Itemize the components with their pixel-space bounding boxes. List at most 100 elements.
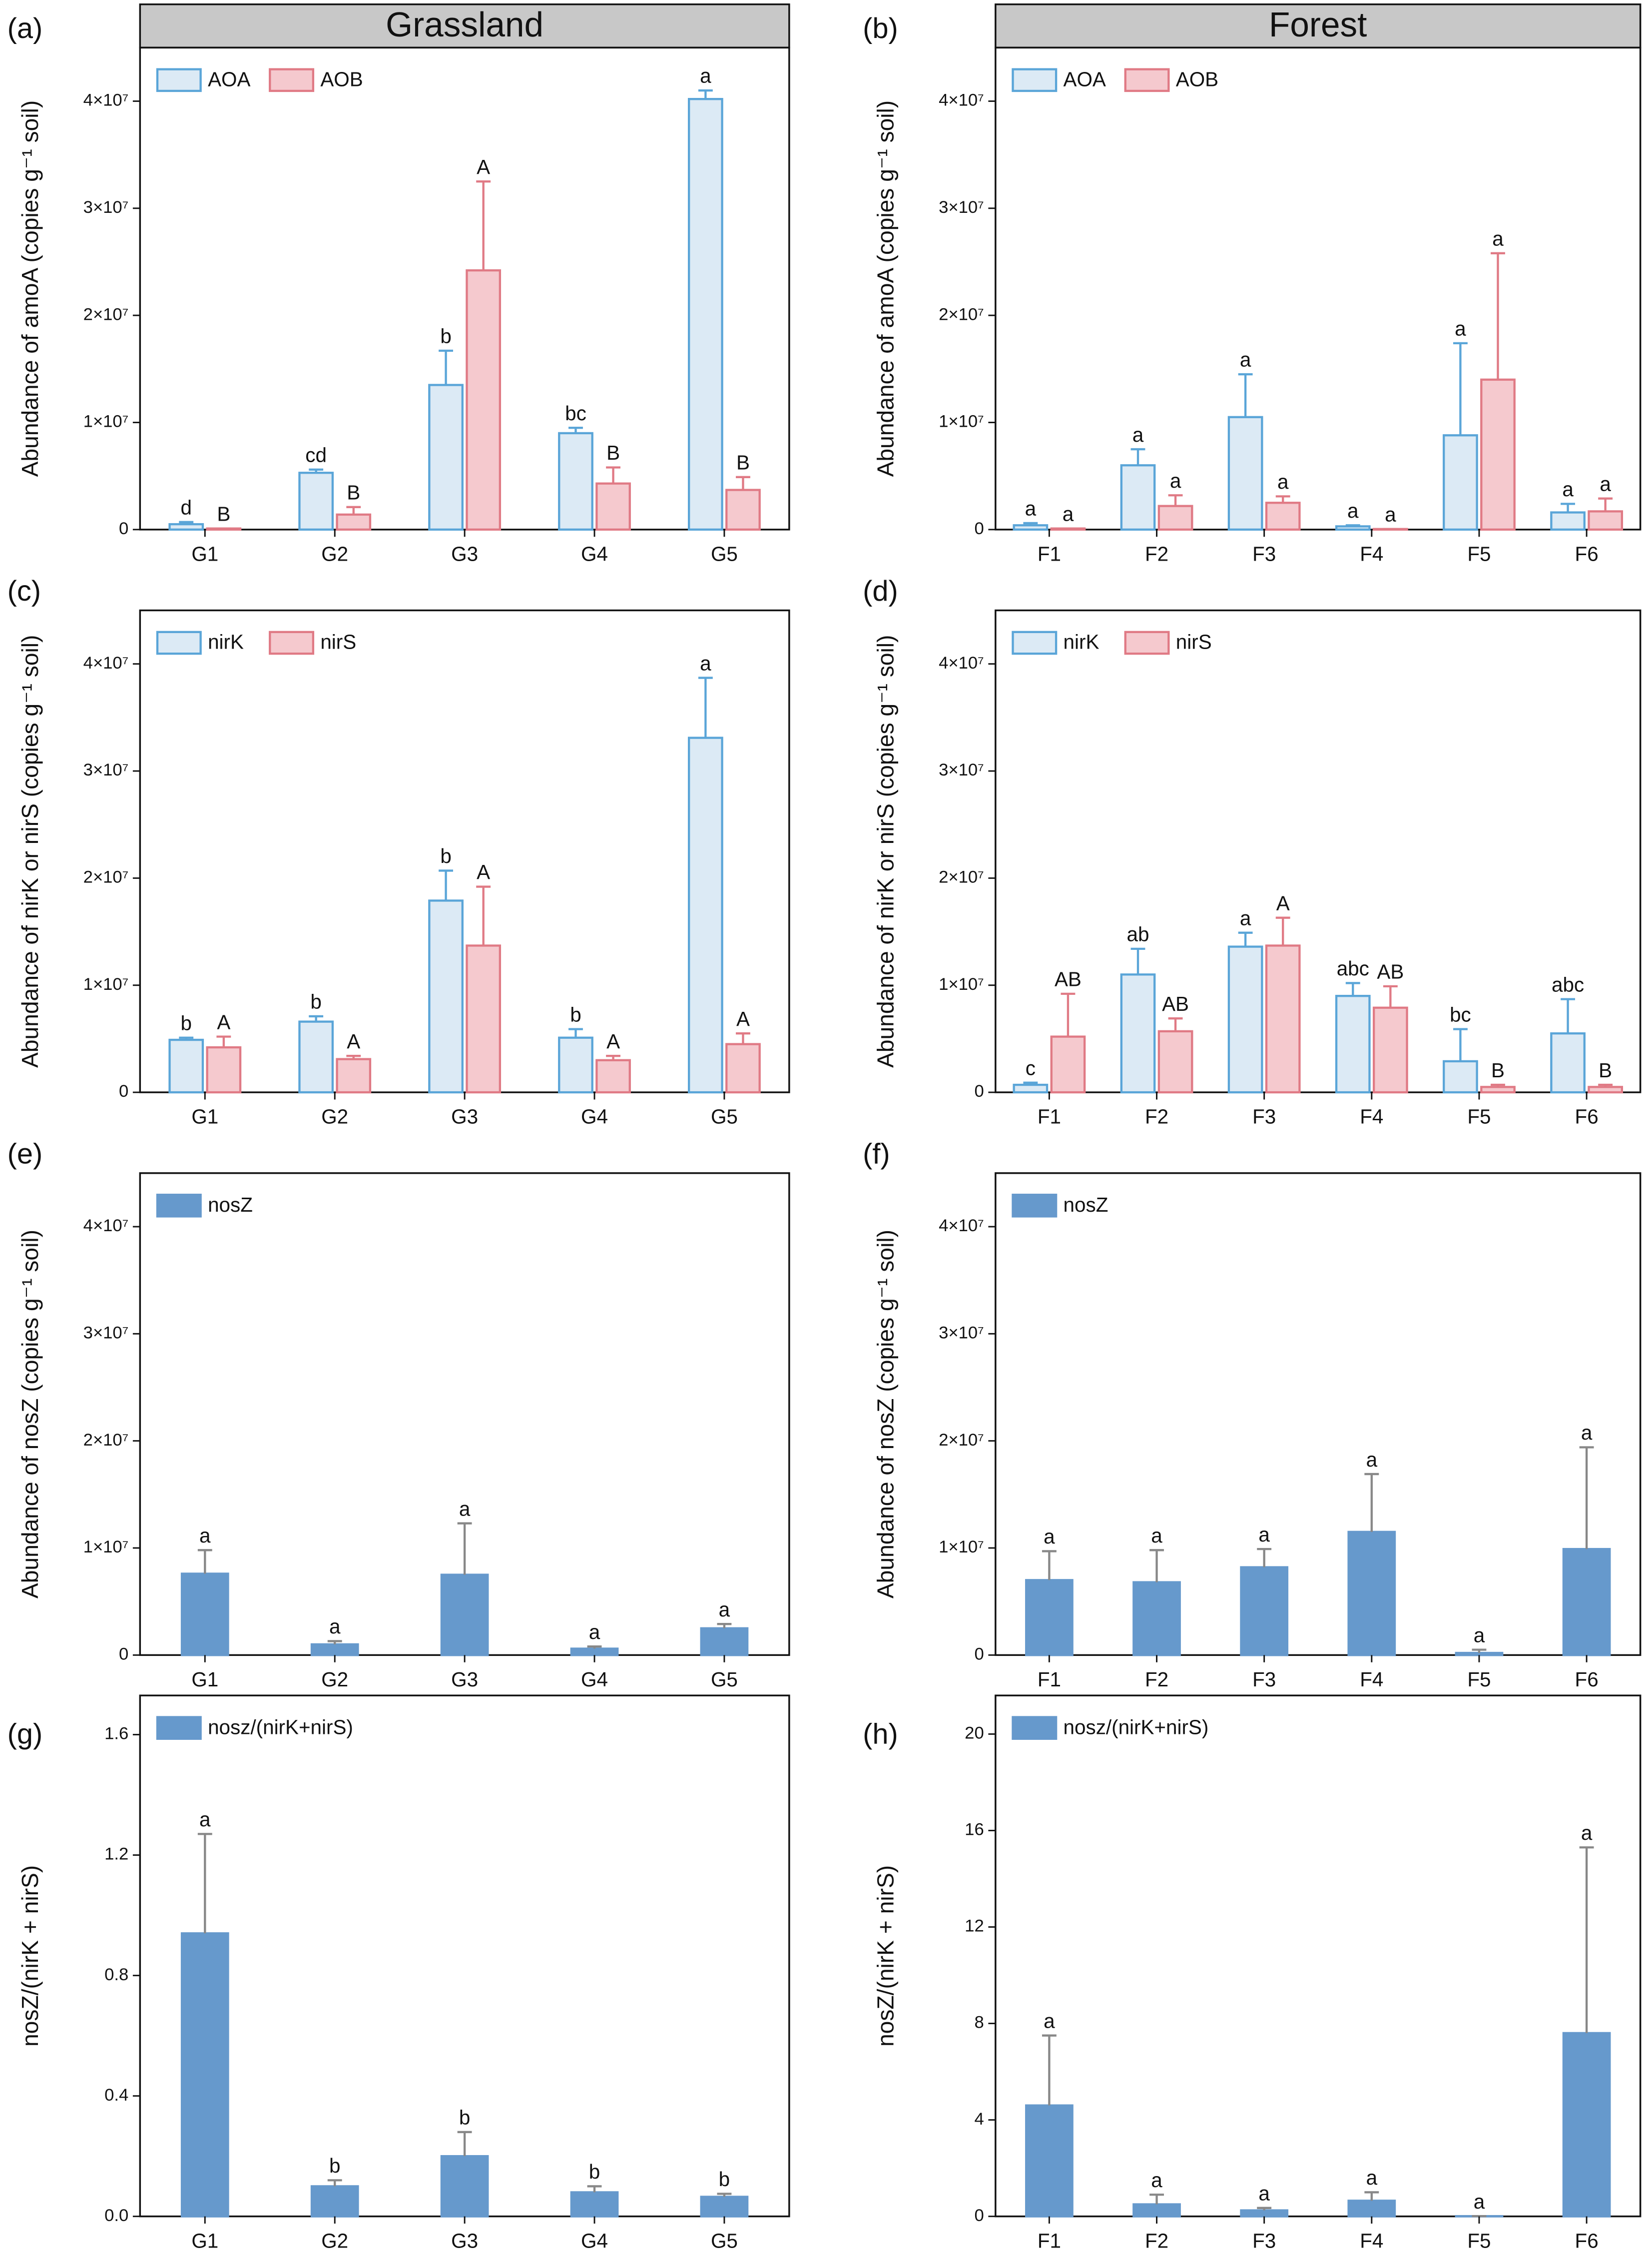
error-bar xyxy=(309,468,324,473)
significance-letter: a xyxy=(1492,227,1504,250)
error-bar xyxy=(736,476,750,490)
legend-swatch xyxy=(1012,68,1058,92)
x-tick-label: F5 xyxy=(1467,1668,1491,1691)
bar xyxy=(570,2191,619,2218)
y-tick-label: 3×10⁷ xyxy=(83,1323,129,1342)
bar xyxy=(168,523,204,531)
bar xyxy=(1132,2203,1181,2218)
significance-letter: b xyxy=(570,1003,581,1026)
legend-label: nirK xyxy=(208,631,244,654)
y-tick-label: 0.4 xyxy=(104,2086,128,2105)
significance-letter: b xyxy=(181,1011,192,1034)
significance-letter: a xyxy=(1366,2166,1378,2189)
significance-letter: b xyxy=(440,844,451,867)
legend-label: AOA xyxy=(208,67,250,90)
error-bar xyxy=(606,466,620,484)
error-bar xyxy=(606,1055,620,1060)
bar xyxy=(440,1573,489,1656)
header-strip xyxy=(139,3,790,49)
x-tick-label: F2 xyxy=(1145,2229,1168,2252)
y-tick-label: 3×10⁷ xyxy=(83,760,129,779)
significance-letter: a xyxy=(1581,1421,1593,1444)
error-bar xyxy=(346,1055,361,1059)
error-bar xyxy=(587,1645,602,1649)
error-bar xyxy=(1364,2191,1379,2201)
significance-letter: b xyxy=(459,2106,470,2129)
significance-letter: a xyxy=(1366,1448,1378,1471)
y-axis-label: Abundance of nosZ (copies g⁻¹ soil) xyxy=(17,1230,43,1598)
significance-letter: AB xyxy=(1162,992,1189,1015)
significance-letter: ab xyxy=(1127,923,1149,946)
bar xyxy=(1025,1579,1074,1656)
x-tick-label: F4 xyxy=(1360,1668,1383,1691)
bar xyxy=(725,1043,761,1094)
x-tick-label: G4 xyxy=(581,1668,608,1691)
significance-letter: a xyxy=(1044,2009,1055,2032)
significance-letter: A xyxy=(347,1030,360,1053)
significance-letter: a xyxy=(1063,502,1074,525)
x-tick-label: F5 xyxy=(1467,1105,1491,1128)
bar xyxy=(1227,945,1263,1094)
error-bar xyxy=(346,506,361,515)
x-tick-label: F4 xyxy=(1360,1105,1383,1128)
bar xyxy=(180,1572,229,1656)
bar xyxy=(725,489,761,531)
error-bar xyxy=(1345,982,1360,996)
legend-label: nosz/(nirK+nirS) xyxy=(208,1715,353,1738)
error-bar xyxy=(1472,1648,1487,1653)
significance-letter: A xyxy=(736,1007,750,1030)
error-bar xyxy=(1149,1549,1164,1582)
significance-letter: a xyxy=(719,1598,730,1621)
significance-letter: a xyxy=(199,1524,211,1547)
bar xyxy=(1157,1030,1193,1094)
error-bar xyxy=(179,1036,194,1040)
y-tick-label: 16 xyxy=(965,1820,984,1839)
y-tick-label: 1×10⁷ xyxy=(939,1537,984,1556)
legend-swatch xyxy=(156,1716,202,1740)
y-axis-label: Abundance of amoA (copies g⁻¹ soil) xyxy=(872,100,898,477)
significance-letter: a xyxy=(1258,2182,1270,2205)
bar xyxy=(1372,1006,1408,1094)
error-bar xyxy=(1042,2034,1057,2106)
bar xyxy=(298,1020,334,1094)
significance-letter: AB xyxy=(1377,960,1404,983)
significance-letter: a xyxy=(1581,1821,1593,1844)
error-bar xyxy=(587,2185,602,2193)
y-tick-label: 0 xyxy=(974,1644,984,1663)
significance-letter: a xyxy=(1258,1523,1270,1546)
error-bar xyxy=(216,1035,231,1048)
bar xyxy=(168,1038,204,1094)
panel-label: (d) xyxy=(863,575,898,607)
bar xyxy=(1347,1530,1396,1656)
header: Grassland xyxy=(386,5,544,44)
bar xyxy=(1550,1032,1586,1094)
significance-letter: A xyxy=(477,155,490,178)
bar xyxy=(700,2196,749,2218)
y-axis-label: Abundance of nosZ (copies g⁻¹ soil) xyxy=(872,1230,898,1598)
bar xyxy=(1347,2200,1396,2218)
error-bar xyxy=(1130,947,1145,975)
significance-letter: bc xyxy=(1450,1003,1471,1026)
error-bar xyxy=(1491,1083,1505,1087)
y-tick-label: 0.0 xyxy=(104,2206,128,2225)
error-bar xyxy=(736,1032,750,1044)
panel-label: (e) xyxy=(7,1138,43,1170)
y-tick-label: 4×10⁷ xyxy=(83,654,129,673)
bar xyxy=(1157,505,1193,531)
bar xyxy=(1240,1566,1289,1656)
bar xyxy=(1335,525,1371,531)
significance-letter: B xyxy=(736,451,750,474)
bar xyxy=(336,1058,372,1094)
error-bar xyxy=(476,885,491,946)
x-tick-label: F4 xyxy=(1360,2229,1383,2252)
legend-swatch xyxy=(1012,1193,1058,1218)
bar xyxy=(1120,464,1156,531)
significance-letter: a xyxy=(329,1615,341,1638)
significance-letter: a xyxy=(1025,497,1037,520)
legend-label: AOB xyxy=(1176,67,1218,90)
bar xyxy=(1025,2104,1074,2218)
error-bar xyxy=(1364,1473,1379,1532)
y-tick-label: 1.6 xyxy=(104,1724,128,1743)
error-bar xyxy=(1130,448,1145,466)
legend-label: AOB xyxy=(320,67,363,90)
